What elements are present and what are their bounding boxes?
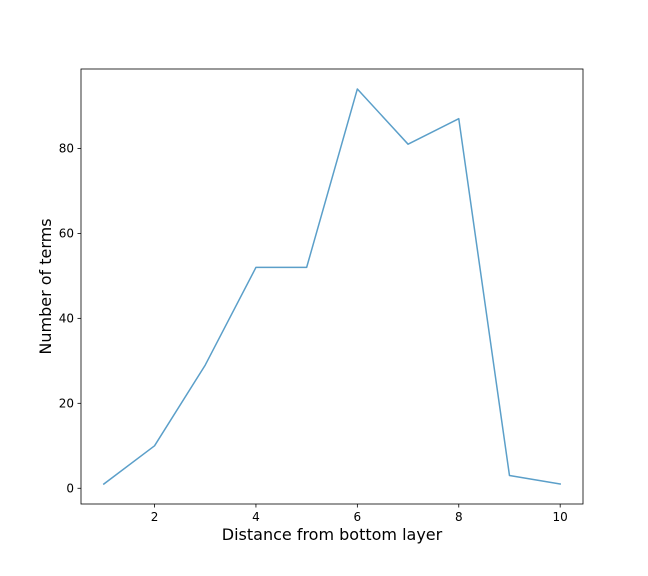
x-tick-label: 2 <box>151 510 159 524</box>
x-tick-label: 8 <box>455 510 463 524</box>
y-tick-label: 80 <box>59 142 74 156</box>
y-tick-label: 0 <box>66 481 74 495</box>
series-layer <box>102 88 562 486</box>
y-axis-label: Number of terms <box>36 218 55 354</box>
ticks-layer: 2 4 6 8 10 0 20 40 60 80 <box>59 142 568 524</box>
y-tick-label: 40 <box>59 312 74 326</box>
x-tick-label: 6 <box>354 510 362 524</box>
x-tick-label: 10 <box>553 510 568 524</box>
x-axis-label: Distance from bottom layer <box>222 525 443 544</box>
x-tick-label: 4 <box>252 510 260 524</box>
y-tick-label: 60 <box>59 227 74 241</box>
plot-frame <box>80 68 584 505</box>
y-tick-label: 20 <box>59 397 74 411</box>
series-line <box>102 88 562 486</box>
